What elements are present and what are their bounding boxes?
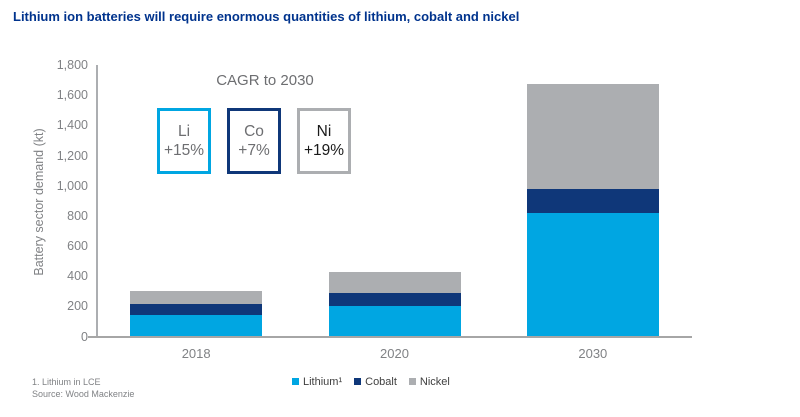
y-tick-label: 1,600 [56,88,88,103]
footnotes: 1. Lithium in LCE Source: Wood Mackenzie [32,377,134,400]
legend-item-lithium: Lithium¹ [292,376,342,388]
y-tick-label: 0 [81,329,88,344]
legend-swatch [408,378,416,385]
cagr-box-symbol: Ni [316,123,332,140]
cagr-box-symbol: Co [244,123,264,140]
bar-segment-cobalt [526,188,659,213]
cagr-box-co: Co +7% [227,108,281,174]
x-axis-line [88,335,692,338]
bar-segment-nickel [328,271,461,293]
y-tick-label: 1,200 [56,148,88,163]
cagr-box-value: +7% [238,142,270,159]
cagr-box-li: Li +15% [157,108,211,174]
bar-segment-lithium [328,305,461,337]
y-tick-label: 1,400 [56,118,88,133]
x-axis-label: 2020 [380,346,409,361]
y-tick-label: 600 [67,239,88,253]
x-axis-label: 2018 [181,346,211,361]
bar-segment-cobalt [328,292,461,306]
bar-segment-cobalt [130,304,263,316]
legend-label: Nickel [419,375,450,388]
bar-segment-lithium [526,212,659,337]
legend-item-cobalt: Cobalt [354,376,397,388]
y-tick-label: 200 [67,299,88,314]
cagr-box-symbol: Li [177,123,191,140]
footnote-line: 1. Lithium in LCE [32,377,101,387]
legend-label: Cobalt [365,375,397,388]
y-axis-line [96,65,98,337]
cagr-box-ni: Ni +19% [297,108,351,174]
cagr-box-value: +19% [303,142,345,159]
legend-label: Lithium¹ [303,375,343,388]
legend-swatch [354,378,362,385]
y-tick-label: 800 [67,208,88,223]
footnote-line: Source: Wood Mackenzie [32,388,135,399]
x-axis-label: 2030 [578,346,608,361]
y-tick-label: 1,000 [56,178,88,193]
legend-swatch [292,378,299,385]
bar-segment-nickel [526,83,659,189]
cagr-box-value: +15% [163,142,205,159]
bar-segment-nickel [130,291,263,305]
chart-title: Lithium ion batteries will require enorm… [13,9,520,24]
cagr-annotation-boxes: Li +15% Co +7% Ni +19% [157,108,351,174]
legend: Lithium¹ Cobalt Nickel [292,375,450,388]
y-tick-label: 1,800 [56,58,88,72]
cagr-annotation-header: CAGR to 2030 [216,72,314,89]
y-tick-label: 400 [67,269,88,284]
legend-item-nickel: Nickel [408,375,450,388]
bar-segment-lithium [130,315,263,337]
